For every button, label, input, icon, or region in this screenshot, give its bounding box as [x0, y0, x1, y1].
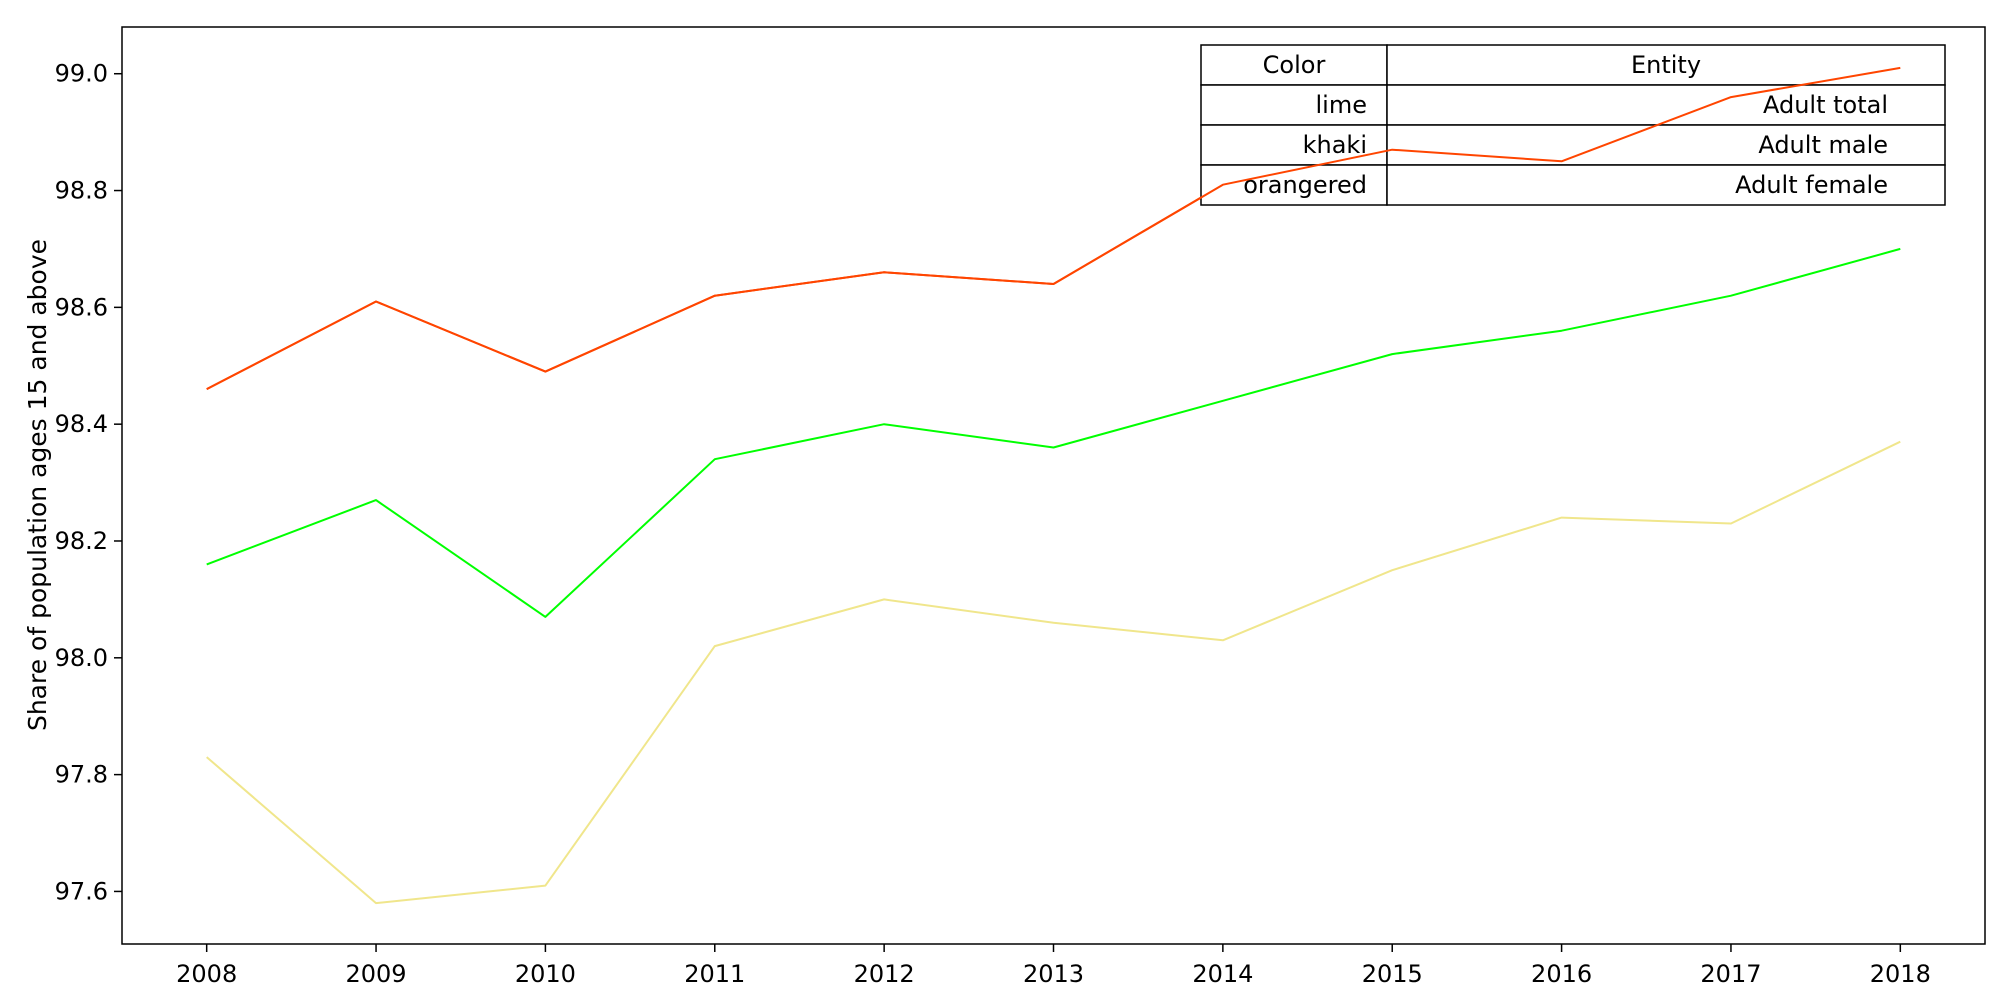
series-line-adult-female-overlay — [206, 66, 1901, 390]
legend-color-name: orangered — [1243, 171, 1367, 199]
y-tick-label: 98.0 — [55, 644, 108, 672]
y-tick-label: 97.6 — [55, 877, 108, 905]
x-tick-label: 2012 — [854, 960, 915, 988]
y-axis: 97.6 97.8 98.0 98.2 98.4 98.6 98.8 99.0 — [55, 60, 122, 905]
x-tick-label: 2014 — [1192, 960, 1253, 988]
y-tick-label: 97.8 — [55, 761, 108, 789]
x-tick-label: 2011 — [684, 960, 745, 988]
x-axis: 2008 2009 2010 2011 2012 2013 2014 2015 2016 2017… — [176, 944, 1931, 988]
x-tick-label: 2015 — [1362, 960, 1423, 988]
legend-cell — [1386, 164, 1946, 206]
x-tick-label: 2010 — [515, 960, 576, 988]
legend-color-name: lime — [1316, 91, 1367, 119]
legend-entity-name: Adult male — [1758, 131, 1888, 159]
legend-cell — [1200, 84, 1388, 126]
legend-cell — [1386, 44, 1946, 86]
legend-header-entity: Entity — [1631, 51, 1701, 79]
x-tick-label: 2017 — [1700, 960, 1761, 988]
series-line-adult-male — [206, 440, 1901, 905]
x-tick-label: 2013 — [1023, 960, 1084, 988]
legend-cell — [1386, 84, 1946, 126]
y-tick-label: 98.4 — [55, 410, 108, 438]
legend-entity-name: Adult female — [1735, 171, 1888, 199]
legend-entity-name: Adult total — [1763, 91, 1888, 119]
legend-cell — [1200, 124, 1388, 166]
x-tick-label: 2008 — [176, 960, 237, 988]
y-axis-label: Share of population ages 15 and above — [23, 239, 52, 731]
y-tick-label: 98.2 — [55, 527, 108, 555]
x-tick-label: 2009 — [346, 960, 407, 988]
y-tick-label: 99.0 — [55, 60, 108, 88]
legend-color-name: khaki — [1303, 131, 1367, 159]
legend-header-color: Color — [1263, 51, 1326, 79]
legend-cell — [1200, 164, 1388, 206]
y-tick-label: 98.8 — [55, 177, 108, 205]
series-line-adult-total — [206, 247, 1901, 618]
y-tick-label: 98.6 — [55, 293, 108, 321]
x-tick-label: 2018 — [1870, 960, 1931, 988]
legend-table: Color Entity lime Adult total khaki Adult mal… — [1200, 44, 1946, 206]
x-tick-label: 2016 — [1531, 960, 1592, 988]
